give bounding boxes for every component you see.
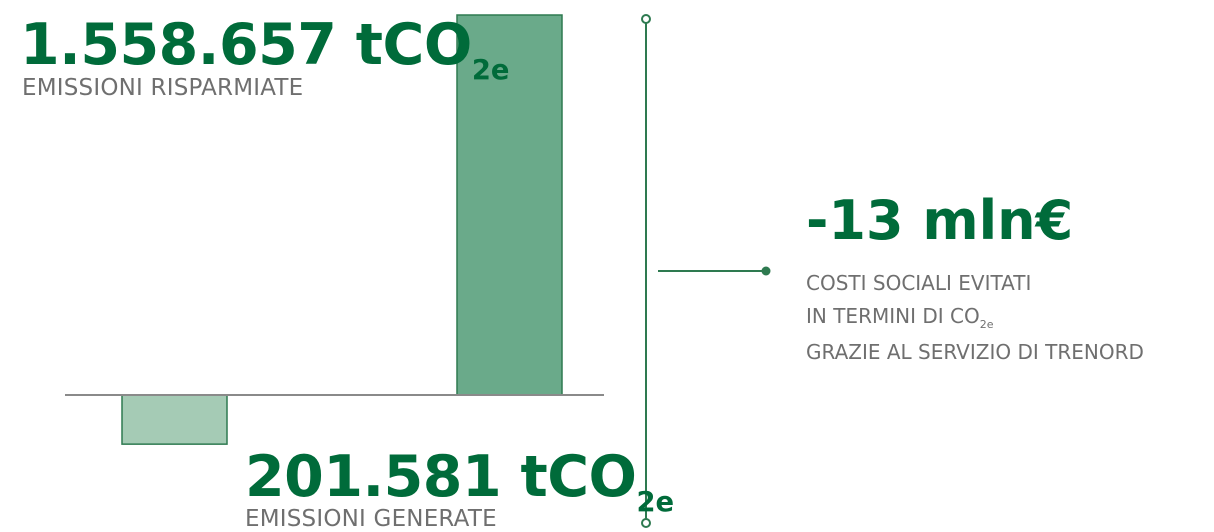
saved-emissions-number: 1.558.657 tCO — [20, 12, 472, 78]
avoided-cost-line-2-text: IN TERMINI DI CO — [806, 304, 980, 328]
bar-emissions-saved — [456, 14, 563, 396]
connector-dot — [761, 266, 771, 276]
generated-emissions-number: 201.581 tCO — [245, 444, 637, 510]
saved-emissions-caption: EMISSIONI RISPARMIATE — [22, 75, 304, 101]
avoided-cost-line-2-subscript: 2e — [979, 317, 994, 331]
avoided-cost-line-2: IN TERMINI DI CO2e — [806, 300, 1144, 336]
generated-emissions-caption: EMISSIONI GENERATE — [245, 506, 497, 532]
saved-emissions-value: 1.558.657 tCO2e — [20, 17, 509, 85]
avoided-cost-caption: COSTI SOCIALI EVITATI IN TERMINI DI CO2e… — [806, 267, 1144, 369]
avoided-cost-line-3: GRAZIE AL SERVIZIO DI TRENORD — [806, 340, 1144, 364]
bracket-bottom-dot — [641, 518, 651, 528]
generated-emissions-value: 201.581 tCO2e — [245, 449, 674, 517]
saved-emissions-subscript: 2e — [471, 55, 510, 87]
bar-group — [121, 14, 563, 445]
generated-emissions-subscript: 2e — [636, 487, 675, 519]
avoided-cost-value: -13 mln€ — [806, 189, 1074, 252]
avoided-cost-line-1: COSTI SOCIALI EVITATI — [806, 271, 1032, 295]
bar-emissions-generated — [121, 394, 228, 445]
bracket-top-dot — [641, 14, 651, 24]
